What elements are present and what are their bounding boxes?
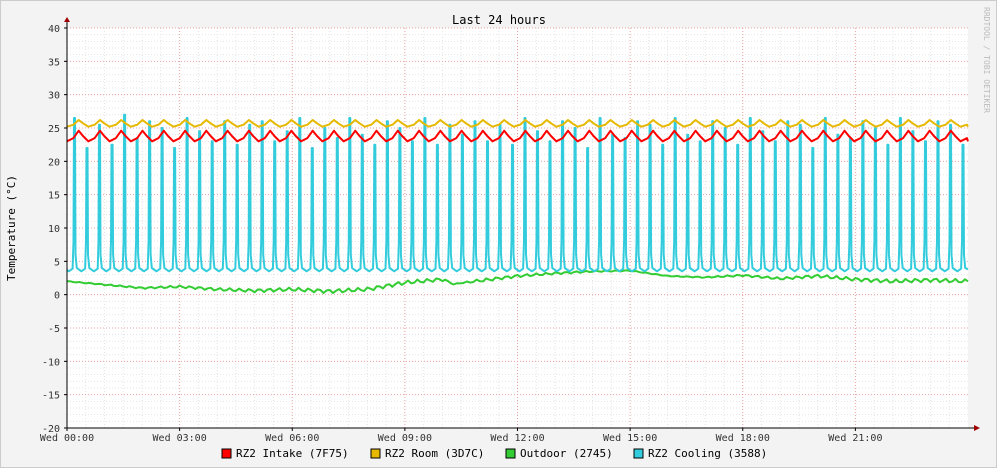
series-line-outdoor [66, 269, 969, 294]
series-line-room [66, 119, 969, 128]
legend-label: RZ2 Room (3D7C) [385, 447, 484, 460]
y-axis-label: Temperature (°C) [5, 175, 18, 281]
x-tick-label: Wed 06:00 [265, 433, 319, 444]
y-tick-label: 30 [48, 91, 60, 102]
legend-label: RZ2 Intake (7F75) [236, 447, 349, 460]
y-tick-label: 15 [48, 191, 60, 202]
legend-entry: RZ2 Cooling (3588) [633, 447, 767, 460]
series-line-intake [66, 129, 969, 143]
x-tick-labels: Wed 00:00 Wed 03:00 Wed 06:00 Wed 09:00 Wed … [40, 433, 883, 444]
x-tick-label: Wed 15:00 [603, 433, 657, 444]
y-axis-arrow [64, 17, 70, 22]
y-tick-label: -15 [42, 391, 60, 402]
series-layer [66, 113, 969, 294]
x-tick-label: Wed 21:00 [828, 433, 882, 444]
watermark-text: RRDTOOL / TOBI OETIKER [982, 7, 991, 113]
legend-entry: Outdoor (2745) [505, 447, 613, 460]
y-tick-label: 20 [48, 157, 60, 168]
chart-title: Last 24 hours [452, 13, 546, 27]
legend-swatch [221, 448, 232, 459]
y-tick-labels: 40 35 30 25 20 15 10 5 0 -5 -10 -15 -20 [42, 24, 60, 435]
legend-entry: RZ2 Room (3D7C) [370, 447, 484, 460]
legend-label: Outdoor (2745) [520, 447, 613, 460]
y-tick-label: 25 [48, 124, 60, 135]
x-tick-label: Wed 18:00 [716, 433, 770, 444]
legend-swatch [370, 448, 381, 459]
legend-entry: RZ2 Intake (7F75) [221, 447, 349, 460]
x-tick-label: Wed 00:00 [40, 433, 94, 444]
y-tick-label: 35 [48, 57, 60, 68]
y-tick-label: 40 [48, 24, 60, 35]
grid-layer [66, 27, 968, 429]
x-axis-arrow [974, 425, 980, 431]
y-tick-label: -5 [48, 324, 60, 335]
y-tick-label: 10 [48, 224, 60, 235]
legend-swatch [633, 448, 644, 459]
y-tick-label: 0 [54, 291, 60, 302]
legend: RZ2 Intake (7F75) RZ2 Room (3D7C) Outdoor … [221, 447, 767, 460]
x-tick-label: Wed 12:00 [490, 433, 544, 444]
y-tick-label: -20 [42, 424, 60, 435]
y-tick-label: 5 [54, 257, 60, 268]
axes-layer [64, 17, 980, 431]
x-tick-label: Wed 03:00 [153, 433, 207, 444]
y-tick-label: -10 [42, 357, 60, 368]
series-line-cooling [66, 113, 969, 273]
legend-label: RZ2 Cooling (3588) [648, 447, 767, 460]
legend-swatch [505, 448, 516, 459]
x-tick-label: Wed 09:00 [378, 433, 432, 444]
